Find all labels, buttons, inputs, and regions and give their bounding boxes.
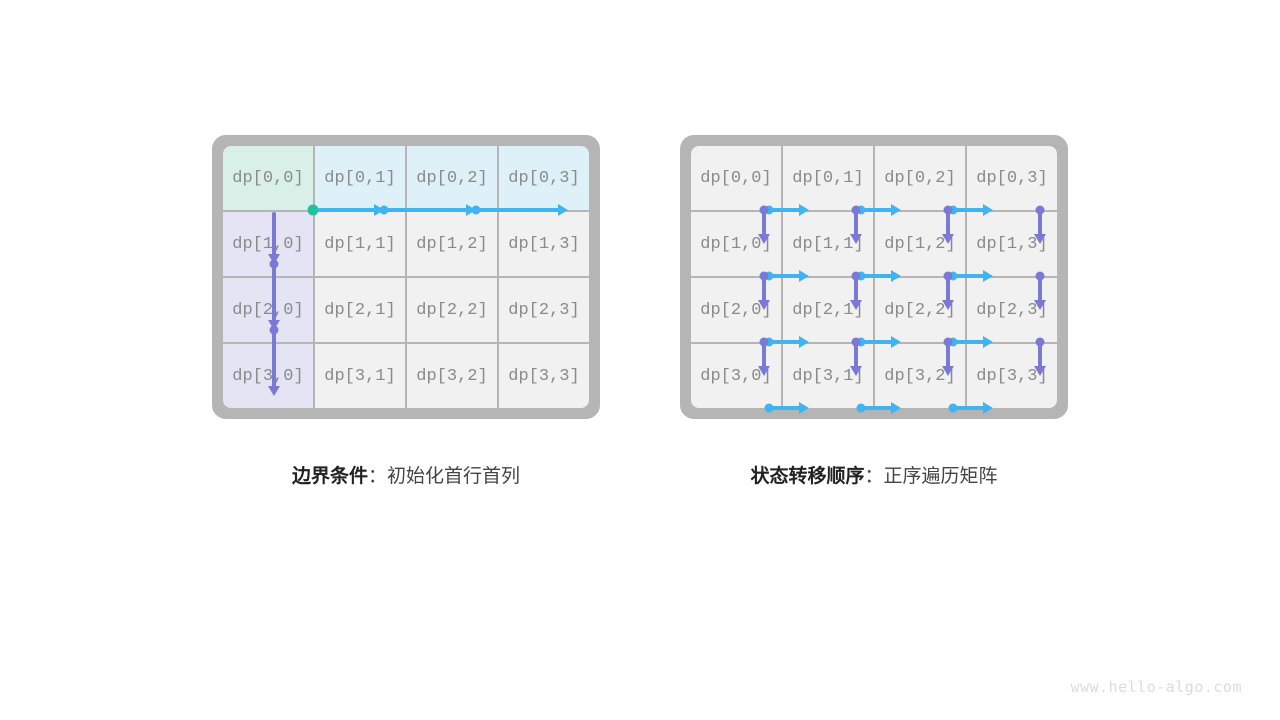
dp-cell: dp[1,0] (691, 212, 781, 276)
dp-cell: dp[3,3] (967, 344, 1057, 408)
left-panel: dp[0,0]dp[0,1]dp[0,2]dp[0,3]dp[1,0]dp[1,… (212, 135, 600, 488)
right-caption-desc: ：正序遍历矩阵 (865, 466, 998, 487)
right-panel: dp[0,0]dp[0,1]dp[0,2]dp[0,3]dp[1,0]dp[1,… (680, 135, 1068, 488)
watermark: www.hello-algo.com (1070, 678, 1242, 696)
dp-cell: dp[0,0] (691, 146, 781, 210)
dp-cell: dp[2,2] (875, 278, 965, 342)
dp-cell: dp[0,3] (967, 146, 1057, 210)
dp-cell: dp[3,1] (783, 344, 873, 408)
right-grid-wrapper: dp[0,0]dp[0,1]dp[0,2]dp[0,3]dp[1,0]dp[1,… (680, 135, 1068, 419)
dp-cell: dp[2,0] (223, 278, 313, 342)
left-grid-wrapper: dp[0,0]dp[0,1]dp[0,2]dp[0,3]dp[1,0]dp[1,… (212, 135, 600, 419)
dp-cell: dp[2,3] (499, 278, 589, 342)
left-caption: 边界条件：初始化首行首列 (292, 461, 520, 488)
dp-cell: dp[3,2] (407, 344, 497, 408)
dp-cell: dp[2,0] (691, 278, 781, 342)
dp-cell: dp[1,0] (223, 212, 313, 276)
left-grid: dp[0,0]dp[0,1]dp[0,2]dp[0,3]dp[1,0]dp[1,… (223, 146, 589, 408)
dp-cell: dp[3,1] (315, 344, 405, 408)
dp-cell: dp[1,1] (783, 212, 873, 276)
dp-cell: dp[2,3] (967, 278, 1057, 342)
right-grid: dp[0,0]dp[0,1]dp[0,2]dp[0,3]dp[1,0]dp[1,… (691, 146, 1057, 408)
dp-cell: dp[1,1] (315, 212, 405, 276)
dp-cell: dp[1,3] (967, 212, 1057, 276)
left-caption-desc: ：初始化首行首列 (368, 466, 520, 487)
dp-cell: dp[3,3] (499, 344, 589, 408)
dp-cell: dp[3,2] (875, 344, 965, 408)
dp-cell: dp[3,0] (691, 344, 781, 408)
dp-cell: dp[0,3] (499, 146, 589, 210)
dp-cell: dp[1,2] (875, 212, 965, 276)
right-caption: 状态转移顺序：正序遍历矩阵 (750, 461, 997, 488)
dp-cell: dp[1,3] (499, 212, 589, 276)
dp-cell: dp[0,2] (407, 146, 497, 210)
left-caption-label: 边界条件 (292, 466, 368, 487)
dp-cell: dp[1,2] (407, 212, 497, 276)
dp-cell: dp[2,2] (407, 278, 497, 342)
dp-cell: dp[2,1] (315, 278, 405, 342)
dp-cell: dp[0,2] (875, 146, 965, 210)
dp-cell: dp[3,0] (223, 344, 313, 408)
right-caption-label: 状态转移顺序 (750, 466, 864, 487)
dp-cell: dp[0,1] (783, 146, 873, 210)
dp-cell: dp[0,0] (223, 146, 313, 210)
dp-cell: dp[0,1] (315, 146, 405, 210)
dp-cell: dp[2,1] (783, 278, 873, 342)
